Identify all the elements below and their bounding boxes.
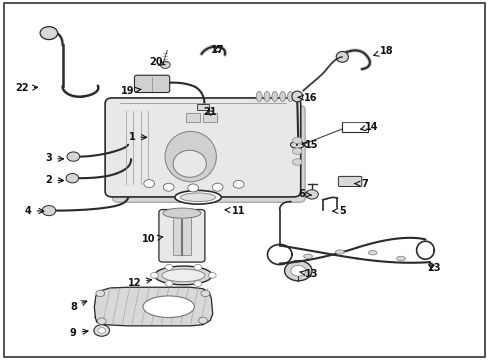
Circle shape xyxy=(290,265,305,276)
Text: 10: 10 xyxy=(142,234,163,244)
Ellipse shape xyxy=(292,148,302,154)
Text: 19: 19 xyxy=(121,86,141,96)
Text: 15: 15 xyxy=(301,140,318,150)
Circle shape xyxy=(160,61,170,68)
Circle shape xyxy=(187,184,198,192)
Circle shape xyxy=(284,261,311,281)
FancyBboxPatch shape xyxy=(105,98,300,197)
Text: 5: 5 xyxy=(332,206,345,216)
Ellipse shape xyxy=(291,91,302,102)
Circle shape xyxy=(67,152,80,161)
Text: 1: 1 xyxy=(128,132,146,142)
Ellipse shape xyxy=(290,141,304,148)
FancyBboxPatch shape xyxy=(159,210,204,262)
Bar xyxy=(172,217,191,255)
Circle shape xyxy=(94,325,109,336)
Ellipse shape xyxy=(173,150,206,177)
Ellipse shape xyxy=(264,91,269,102)
Ellipse shape xyxy=(271,91,277,102)
Bar xyxy=(185,113,200,122)
Text: 18: 18 xyxy=(373,46,392,56)
Text: 9: 9 xyxy=(70,328,88,338)
Circle shape xyxy=(233,180,244,188)
Ellipse shape xyxy=(287,91,293,102)
FancyBboxPatch shape xyxy=(134,75,169,93)
FancyBboxPatch shape xyxy=(338,176,361,186)
Circle shape xyxy=(193,281,202,287)
Ellipse shape xyxy=(336,51,347,62)
Ellipse shape xyxy=(165,131,216,182)
Text: 12: 12 xyxy=(127,278,151,288)
Ellipse shape xyxy=(292,137,302,144)
Text: 3: 3 xyxy=(45,153,63,163)
Ellipse shape xyxy=(175,190,221,204)
Circle shape xyxy=(97,318,106,324)
Circle shape xyxy=(198,317,207,324)
Circle shape xyxy=(40,27,58,40)
Ellipse shape xyxy=(303,254,312,258)
Bar xyxy=(197,104,209,110)
Text: 8: 8 xyxy=(70,301,86,312)
Text: 6: 6 xyxy=(298,189,311,199)
Circle shape xyxy=(212,183,223,191)
Circle shape xyxy=(42,206,56,216)
Text: 21: 21 xyxy=(203,107,217,117)
Circle shape xyxy=(164,281,173,287)
Ellipse shape xyxy=(256,91,262,102)
Circle shape xyxy=(193,264,202,270)
Ellipse shape xyxy=(154,266,212,285)
Circle shape xyxy=(201,290,209,297)
Text: 16: 16 xyxy=(298,93,317,103)
Circle shape xyxy=(98,328,105,333)
Polygon shape xyxy=(94,287,212,326)
Text: 20: 20 xyxy=(148,57,165,67)
Ellipse shape xyxy=(335,250,344,254)
Circle shape xyxy=(150,273,158,278)
Ellipse shape xyxy=(292,159,302,165)
Text: 2: 2 xyxy=(45,175,63,185)
Text: 11: 11 xyxy=(224,206,245,216)
Ellipse shape xyxy=(142,296,194,318)
Circle shape xyxy=(305,190,318,199)
Circle shape xyxy=(165,264,173,270)
Ellipse shape xyxy=(180,193,215,202)
Bar xyxy=(203,113,216,122)
Text: 4: 4 xyxy=(25,206,44,216)
Text: 13: 13 xyxy=(299,269,318,279)
Ellipse shape xyxy=(163,208,201,218)
Circle shape xyxy=(163,183,174,191)
Circle shape xyxy=(66,174,79,183)
Circle shape xyxy=(143,180,154,188)
Ellipse shape xyxy=(367,251,376,255)
Ellipse shape xyxy=(279,91,285,102)
Text: 7: 7 xyxy=(354,179,367,189)
Ellipse shape xyxy=(396,256,405,261)
Text: 14: 14 xyxy=(360,122,378,132)
Text: 17: 17 xyxy=(210,45,224,55)
FancyBboxPatch shape xyxy=(112,105,305,202)
Ellipse shape xyxy=(162,269,204,282)
Circle shape xyxy=(208,273,216,278)
Bar xyxy=(342,122,367,132)
Text: 23: 23 xyxy=(427,263,440,273)
Text: 22: 22 xyxy=(15,83,38,93)
Circle shape xyxy=(96,290,104,297)
